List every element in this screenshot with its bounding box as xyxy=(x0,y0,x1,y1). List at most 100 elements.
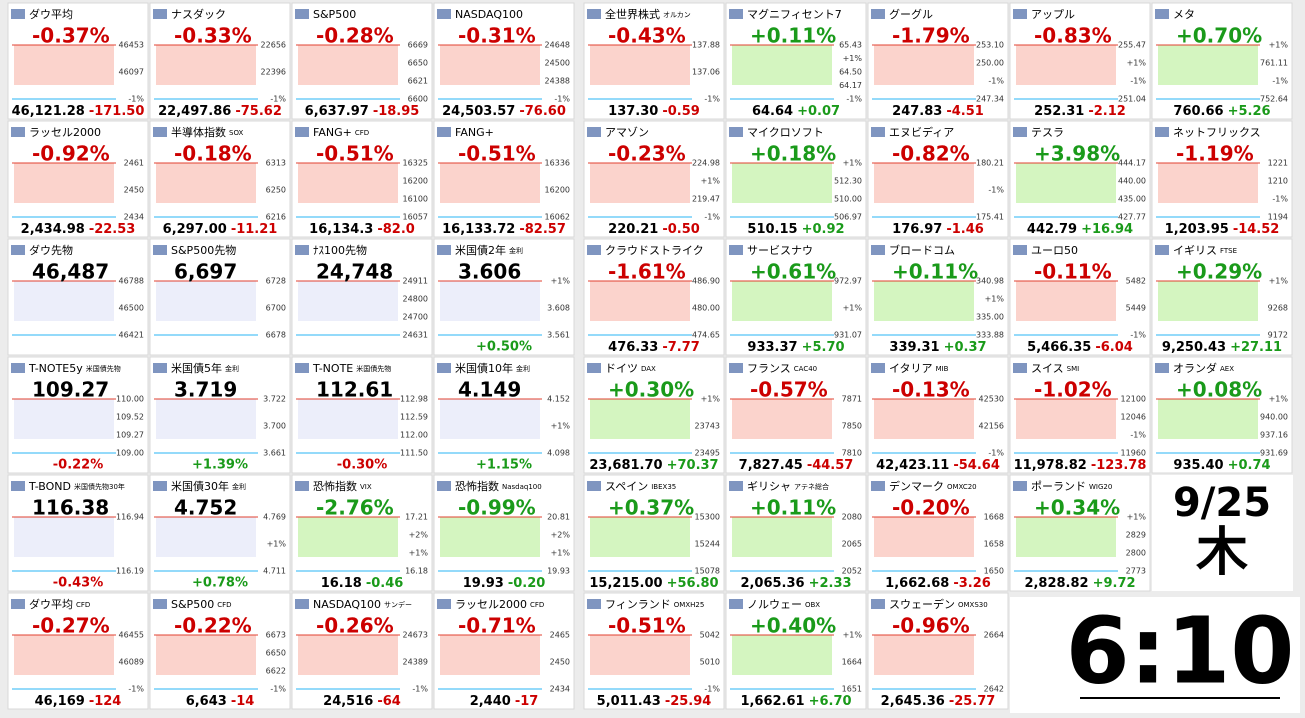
axis-label: 6650 xyxy=(408,59,428,68)
axis-label: 6650 xyxy=(266,649,286,658)
tile-footer: 339.31 +0.37 xyxy=(889,340,986,355)
tile: S&P500 CFD -0.22% 6673 6650 6622 -1% 6,643 -14 xyxy=(149,592,291,710)
tile-name: 米国債10年 金利 xyxy=(455,361,530,375)
tile-footer: 1,203.95 -14.52 xyxy=(1165,222,1280,237)
tile-headline: -0.37% xyxy=(32,24,110,48)
tile-footer: 220.21 -0.50 xyxy=(608,222,700,237)
flag xyxy=(295,245,309,255)
tile-name: T-BOND 米国債先物30年 xyxy=(28,480,125,493)
axis-label: 4.711 xyxy=(263,567,286,576)
tile-tag: CAC40 xyxy=(794,365,817,373)
axis-label: 2664 xyxy=(984,631,1004,640)
tile-headline: -1.02% xyxy=(1034,378,1112,402)
flag xyxy=(871,363,885,373)
tile: クラウドストライク -1.61% 486.90 480.00 474.65 476.33-… xyxy=(583,238,725,356)
flag xyxy=(437,363,451,373)
tile-title: アマゾン xyxy=(605,126,649,139)
flag xyxy=(587,363,601,373)
axis-label: +1% xyxy=(701,395,721,404)
chart-area xyxy=(590,281,690,321)
tile-tag: オルカン xyxy=(663,11,691,19)
axis-label: 111.50 xyxy=(400,449,428,458)
axis-label: 3.561 xyxy=(547,331,570,340)
axis-label: 24631 xyxy=(403,331,428,340)
chart-area xyxy=(298,281,398,321)
axis-label: +1% xyxy=(843,304,863,313)
tile: スペイン IBEX35+0.37% 15300152441507815,215.00… xyxy=(583,474,725,592)
change: -25.77 xyxy=(949,694,996,709)
axis-label: 9172 xyxy=(1268,331,1288,340)
tile-footer: 935.40 +0.74 xyxy=(1173,458,1270,473)
axis-label: 224.98 xyxy=(692,159,720,168)
date-day: 9/25 xyxy=(1173,480,1271,526)
tile-footer: 6,297.00 -11.21 xyxy=(163,222,278,237)
axis-label: -1% xyxy=(270,95,286,104)
axis-label: +1% xyxy=(701,177,721,186)
tile: T-BOND 米国債先物30年 116.38 116.94 116.19 -0.43% xyxy=(7,474,149,592)
tile-tag: 金利 xyxy=(232,482,246,491)
axis-label: 510.00 xyxy=(834,195,862,204)
change: +0.07 xyxy=(797,104,840,119)
axis-label: 46421 xyxy=(119,331,144,340)
flag xyxy=(153,481,167,491)
tile-headline: 24,748 xyxy=(316,260,393,284)
axis-label: 2773 xyxy=(1126,567,1146,576)
change: -25.94 xyxy=(665,694,712,709)
chart-area xyxy=(14,635,114,675)
chart-area xyxy=(590,45,690,85)
change: -11.21 xyxy=(231,222,278,237)
tile-tag: 金利 xyxy=(516,364,530,373)
change: -22.53 xyxy=(89,222,136,237)
tile-headline: -0.13% xyxy=(892,378,970,402)
change: +0.74 xyxy=(1228,458,1271,473)
tile-headline: 4.149 xyxy=(458,378,521,402)
flag xyxy=(587,9,601,19)
tile: イタリア MIB -0.13% 42530 42156 -1% 42,423.11 -54.6… xyxy=(867,356,1009,474)
tile-headline: +0.29% xyxy=(1176,260,1262,284)
tile-headline: +0.11% xyxy=(750,496,836,520)
tile: マイクロソフト+0.18% +1%512.30510.00506.97510.15… xyxy=(725,120,867,238)
chart-area xyxy=(156,635,256,675)
axis-label: 931.69 xyxy=(1260,449,1288,458)
price: 2,645.36 xyxy=(881,694,945,709)
price: 2,434.98 xyxy=(21,222,85,237)
flag xyxy=(153,363,167,373)
flag xyxy=(587,127,601,137)
flag xyxy=(871,127,885,137)
tile-name: 米国債2年 金利 xyxy=(455,243,523,257)
chart-area xyxy=(1158,281,1258,321)
axis-label: 2434 xyxy=(550,685,570,694)
axis-label: 752.64 xyxy=(1260,95,1288,104)
chart-area xyxy=(732,281,832,321)
tile-name: FANG+ CFD xyxy=(313,126,369,139)
tile-tag: MIB xyxy=(936,365,949,373)
tile: 米国債5年 金利 3.719 3.722 3.700 3.661 +1.39% xyxy=(149,356,291,474)
change: -1.46 xyxy=(946,222,983,237)
change: -14 xyxy=(231,694,255,709)
price: 15,215.00 xyxy=(589,576,662,591)
axis-label: 137.06 xyxy=(692,68,720,77)
tile-headline: +0.40% xyxy=(750,614,836,638)
flag xyxy=(437,127,451,137)
tile-tag: OBX xyxy=(805,601,820,609)
axis-label: 1221 xyxy=(1268,159,1288,168)
axis-label: 340.98 xyxy=(976,277,1004,286)
tile: スウェーデン OMXS30 -0.96% 2664 2642 2,645.36 -25.77 xyxy=(867,592,1009,710)
axis-label: -1% xyxy=(1130,431,1146,440)
flag xyxy=(11,127,25,137)
axis-label: 11960 xyxy=(1121,449,1146,458)
tile-headline: 109.27 xyxy=(32,378,109,402)
tile-tag: VIX xyxy=(360,483,372,491)
tile-title: ポーランド xyxy=(1031,480,1086,493)
price: 42,423.11 xyxy=(876,458,949,473)
tile-footer: 2,434.98 -22.53 xyxy=(21,222,136,237)
axis-label: +1% xyxy=(1127,513,1147,522)
tile-tag: 金利 xyxy=(509,246,523,255)
axis-label: 24500 xyxy=(545,59,570,68)
tile-title: ノルウェー xyxy=(747,598,802,611)
axis-label: 6250 xyxy=(266,186,286,195)
chart-area xyxy=(1016,45,1116,85)
chart-area xyxy=(298,517,398,557)
price: 220.21 xyxy=(608,222,658,237)
